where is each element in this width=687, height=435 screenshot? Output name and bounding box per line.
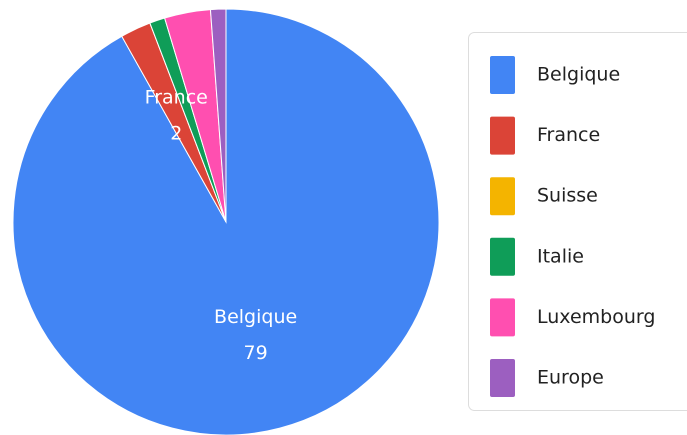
- legend-label: Luxembourg: [537, 306, 655, 328]
- legend-label: France: [537, 124, 600, 146]
- legend-label: Belgique: [537, 64, 620, 86]
- legend-swatch: [490, 56, 515, 94]
- legend-box: [468, 32, 687, 411]
- legend-swatch: [490, 298, 515, 337]
- legend-label: Europe: [537, 367, 604, 389]
- legend-label: Suisse: [537, 185, 598, 207]
- slice-value: 79: [244, 342, 268, 364]
- slice-label: Belgique: [214, 306, 297, 328]
- legend-label: Italie: [537, 245, 584, 267]
- pie-slice: [209, 8, 227, 223]
- legend-swatch: [490, 237, 515, 276]
- legend-swatch: [490, 359, 515, 397]
- slice-label: France: [145, 86, 208, 108]
- slice-value: 2: [170, 122, 182, 144]
- legend-swatch: [490, 116, 515, 155]
- legend-swatch: [490, 177, 515, 216]
